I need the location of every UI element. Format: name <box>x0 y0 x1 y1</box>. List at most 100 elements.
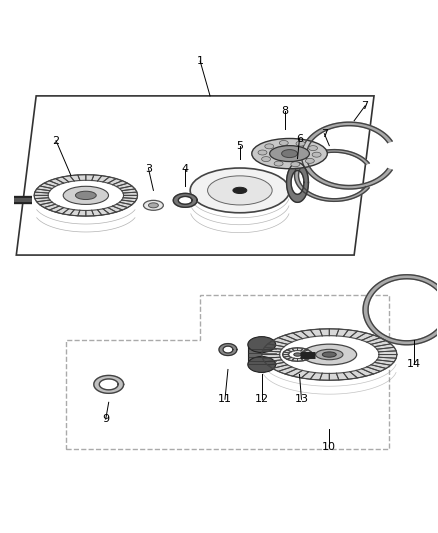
Text: 11: 11 <box>218 394 232 405</box>
Polygon shape <box>219 344 237 356</box>
Polygon shape <box>268 362 287 368</box>
Polygon shape <box>78 175 86 181</box>
Polygon shape <box>56 208 69 214</box>
Text: 3: 3 <box>145 164 152 174</box>
Polygon shape <box>367 365 386 372</box>
Ellipse shape <box>252 139 327 169</box>
Polygon shape <box>329 373 339 380</box>
Polygon shape <box>301 358 308 361</box>
Text: 6: 6 <box>296 134 303 144</box>
Polygon shape <box>293 331 309 338</box>
Polygon shape <box>304 356 311 359</box>
Ellipse shape <box>190 168 290 213</box>
Ellipse shape <box>265 144 274 149</box>
Polygon shape <box>374 360 394 365</box>
Polygon shape <box>120 200 135 205</box>
Polygon shape <box>70 210 80 216</box>
Polygon shape <box>283 352 289 354</box>
Ellipse shape <box>63 187 109 205</box>
Polygon shape <box>284 356 291 359</box>
Polygon shape <box>356 369 374 376</box>
Text: 7: 7 <box>321 128 328 139</box>
Ellipse shape <box>270 146 309 161</box>
Polygon shape <box>350 331 366 338</box>
Text: 2: 2 <box>53 136 60 146</box>
Polygon shape <box>294 150 369 201</box>
Polygon shape <box>123 192 138 196</box>
Polygon shape <box>262 329 397 380</box>
Polygon shape <box>284 350 291 353</box>
Ellipse shape <box>302 344 357 365</box>
Polygon shape <box>286 163 308 203</box>
Polygon shape <box>283 348 312 361</box>
Polygon shape <box>297 348 303 351</box>
Polygon shape <box>350 370 366 378</box>
Polygon shape <box>306 354 312 357</box>
Polygon shape <box>117 202 132 207</box>
Polygon shape <box>56 177 69 183</box>
Polygon shape <box>122 189 137 193</box>
Text: 4: 4 <box>182 164 189 174</box>
Polygon shape <box>262 348 282 352</box>
Polygon shape <box>283 354 289 357</box>
Polygon shape <box>35 189 50 193</box>
Polygon shape <box>378 354 397 358</box>
Ellipse shape <box>305 158 314 163</box>
Polygon shape <box>120 186 135 191</box>
Polygon shape <box>268 341 287 346</box>
Polygon shape <box>320 329 329 336</box>
Ellipse shape <box>248 357 276 373</box>
Polygon shape <box>98 209 110 215</box>
Text: 7: 7 <box>361 101 369 111</box>
Polygon shape <box>123 196 138 199</box>
Polygon shape <box>377 357 396 362</box>
Polygon shape <box>92 175 102 181</box>
Ellipse shape <box>282 150 297 158</box>
Polygon shape <box>34 192 49 196</box>
Ellipse shape <box>279 141 288 146</box>
Ellipse shape <box>233 187 247 193</box>
Polygon shape <box>262 351 280 354</box>
Polygon shape <box>287 349 294 352</box>
Polygon shape <box>86 175 94 181</box>
Text: 12: 12 <box>254 394 269 405</box>
Polygon shape <box>108 179 122 184</box>
Polygon shape <box>272 365 292 372</box>
Polygon shape <box>301 372 315 379</box>
Polygon shape <box>336 329 348 336</box>
Polygon shape <box>70 175 80 181</box>
Ellipse shape <box>274 161 283 166</box>
Polygon shape <box>44 181 59 187</box>
Polygon shape <box>62 209 74 215</box>
Polygon shape <box>248 345 276 365</box>
Polygon shape <box>367 338 386 344</box>
Polygon shape <box>272 338 292 344</box>
Polygon shape <box>292 348 297 351</box>
Polygon shape <box>94 375 124 393</box>
Polygon shape <box>113 204 127 210</box>
Polygon shape <box>98 176 110 182</box>
Polygon shape <box>62 176 74 182</box>
Polygon shape <box>278 335 297 342</box>
Ellipse shape <box>296 141 305 146</box>
Text: 10: 10 <box>322 442 336 452</box>
Polygon shape <box>310 373 322 380</box>
Polygon shape <box>40 202 55 207</box>
Polygon shape <box>103 177 116 183</box>
Polygon shape <box>35 198 50 202</box>
Polygon shape <box>378 351 397 354</box>
Ellipse shape <box>248 337 276 352</box>
Ellipse shape <box>148 203 159 208</box>
Polygon shape <box>44 204 59 210</box>
Polygon shape <box>343 330 357 337</box>
Ellipse shape <box>75 191 96 199</box>
Polygon shape <box>301 349 308 352</box>
Ellipse shape <box>294 353 301 356</box>
Polygon shape <box>362 367 380 374</box>
Polygon shape <box>329 329 339 336</box>
Polygon shape <box>304 350 311 353</box>
Polygon shape <box>40 183 55 189</box>
Text: 13: 13 <box>294 394 308 405</box>
Polygon shape <box>37 200 52 205</box>
Polygon shape <box>86 211 94 216</box>
